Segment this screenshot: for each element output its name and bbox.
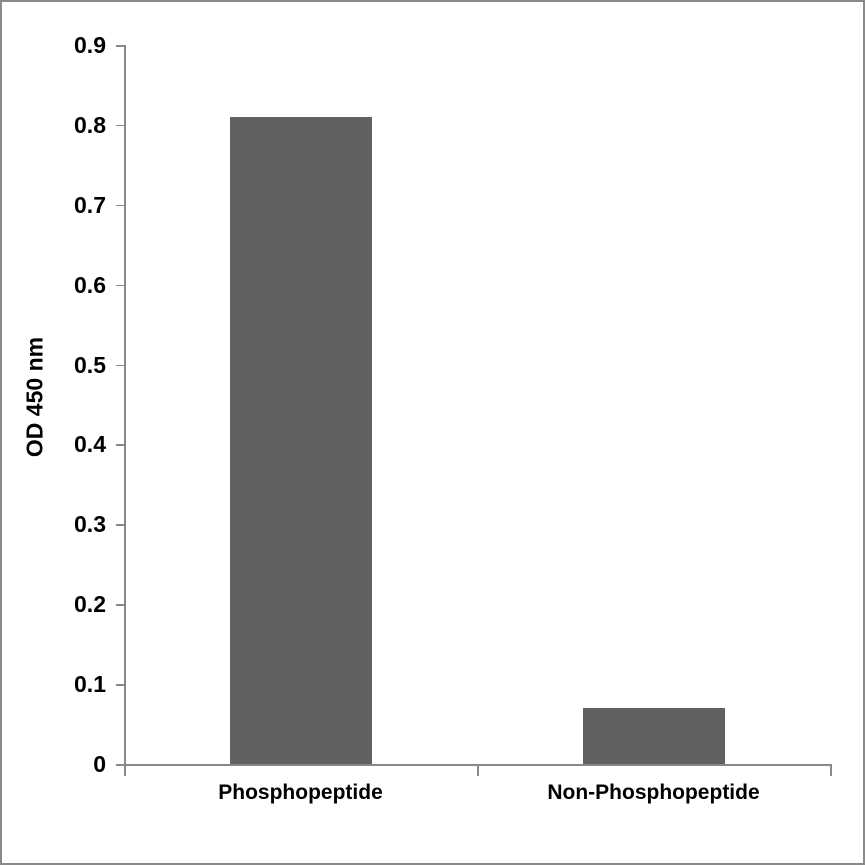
bar-phosphopeptide bbox=[229, 116, 372, 764]
y-tick-mark bbox=[116, 604, 124, 606]
x-axis-line bbox=[116, 764, 830, 766]
y-tick-label: 0.8 bbox=[74, 111, 106, 138]
x-tick-mark bbox=[477, 764, 479, 776]
x-category-label: Phosphopeptide bbox=[218, 781, 383, 804]
y-tick-label: 0.7 bbox=[74, 191, 106, 218]
y-tick-label: 0.3 bbox=[74, 511, 106, 538]
y-tick-label: 0.4 bbox=[74, 431, 106, 458]
x-tick-mark bbox=[830, 764, 832, 776]
y-tick-label: 0.6 bbox=[74, 271, 106, 298]
y-tick-label: 0.2 bbox=[74, 591, 106, 618]
y-tick-label: 0 bbox=[93, 751, 106, 777]
y-tick-mark bbox=[116, 444, 124, 446]
y-axis-line bbox=[124, 45, 126, 776]
y-tick-label: 0.1 bbox=[74, 671, 106, 698]
y-tick-mark bbox=[116, 764, 124, 766]
y-tick-label: 0.5 bbox=[74, 351, 106, 378]
y-tick-mark bbox=[116, 684, 124, 686]
x-category-label: Non-Phosphopeptide bbox=[547, 781, 760, 804]
y-tick-mark bbox=[116, 204, 124, 207]
y-tick-mark bbox=[116, 364, 124, 367]
y-tick-mark bbox=[116, 45, 124, 47]
y-tick-mark bbox=[116, 284, 124, 287]
y-tick-mark bbox=[116, 124, 124, 127]
y-tick-mark bbox=[116, 524, 124, 526]
y-tick-label: 0.9 bbox=[74, 32, 106, 58]
bar-non-phosphopeptide bbox=[582, 708, 725, 764]
